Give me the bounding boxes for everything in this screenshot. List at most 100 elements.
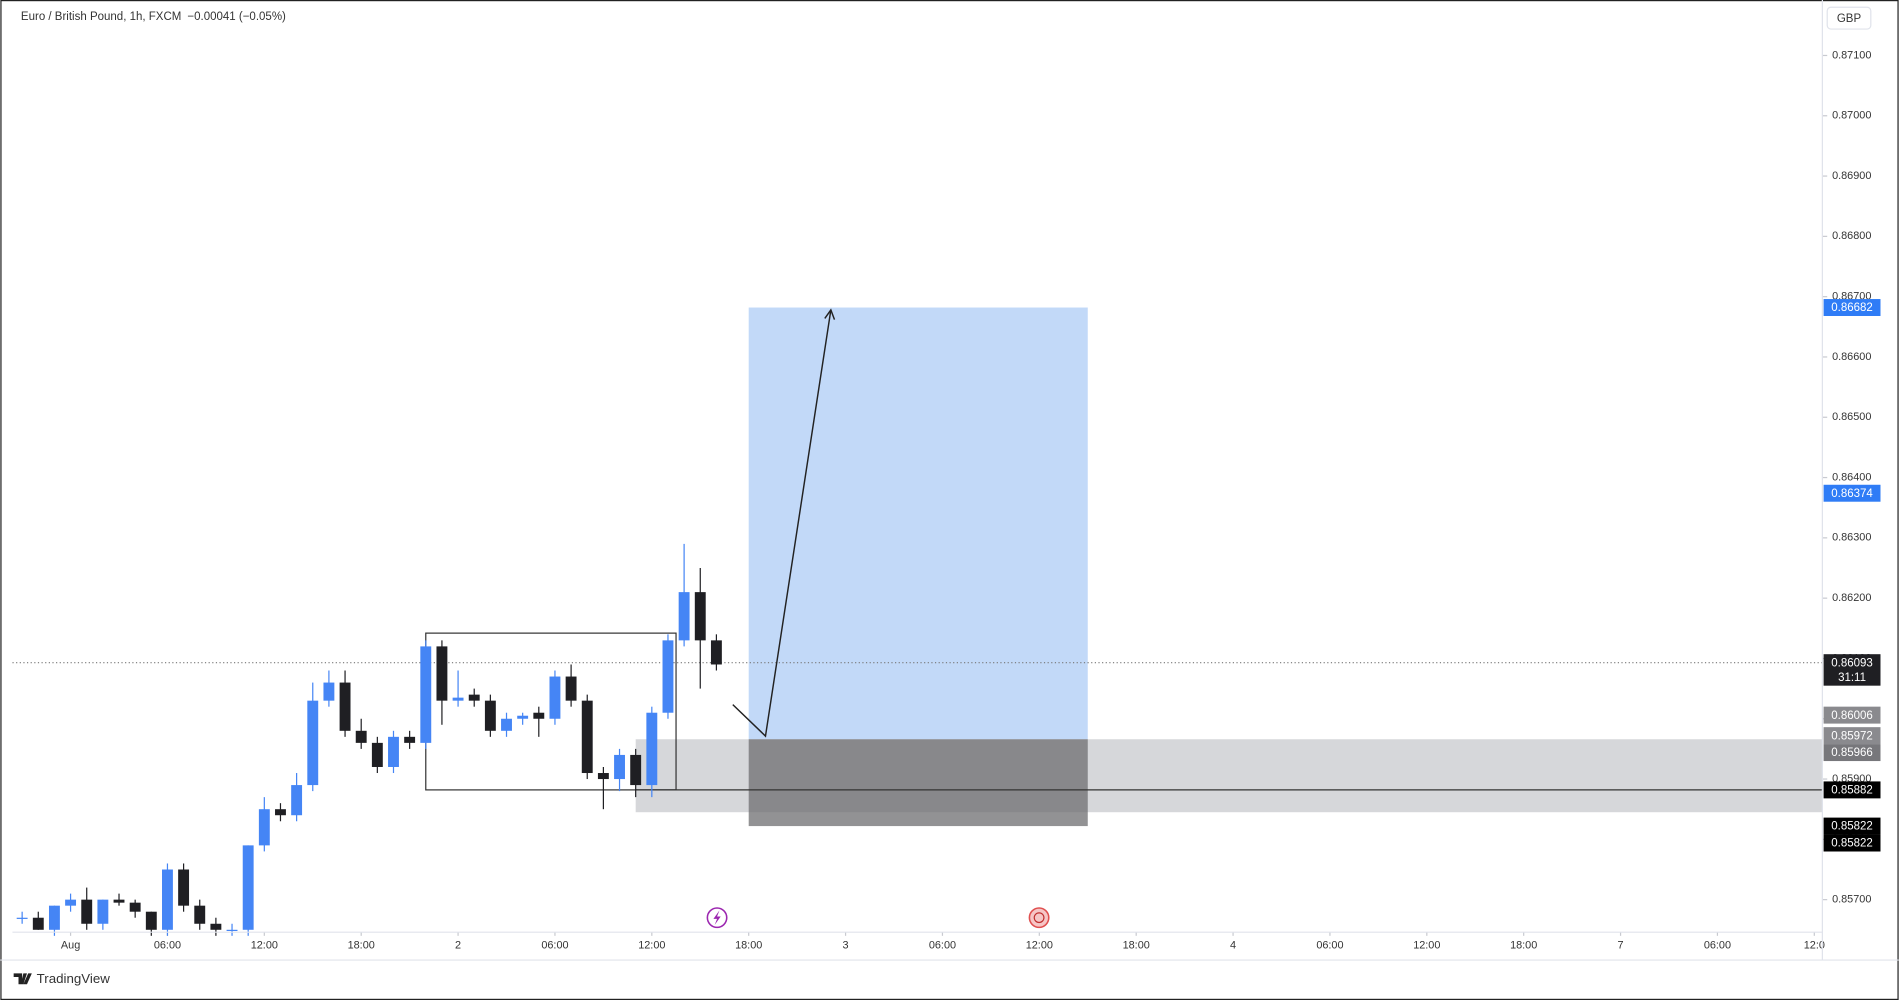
y-tick-label: 0.87100 <box>1832 49 1871 61</box>
x-tick-label: 06:00 <box>1316 939 1343 951</box>
candle-body <box>16 917 28 919</box>
y-tick-label: 0.86400 <box>1832 471 1871 483</box>
candle-body <box>517 715 529 719</box>
candle-body <box>162 869 173 930</box>
y-tick-label: 0.87000 <box>1832 110 1871 122</box>
candle-body <box>210 923 222 930</box>
candle-body <box>452 697 464 701</box>
candle-body <box>533 712 545 719</box>
price-label-text: 0.85822 <box>1831 821 1873 833</box>
candle-body <box>630 754 642 786</box>
y-tick-label: 0.86900 <box>1832 170 1871 182</box>
currency-button[interactable] <box>1826 6 1872 30</box>
price-label <box>1823 817 1881 835</box>
candle-body <box>113 899 125 903</box>
x-tick-label: 2 <box>455 939 461 951</box>
candle-body <box>339 682 351 731</box>
y-tick-label: 0.86200 <box>1832 592 1871 604</box>
price-label-text: 0.86374 <box>1831 488 1873 500</box>
price-label-text: 0.85822 <box>1831 838 1873 850</box>
x-tick-label: 12:0 <box>1804 939 1825 951</box>
x-tick-label: 4 <box>1230 939 1236 951</box>
currency[interactable]: GBP <box>1837 13 1862 25</box>
candle-body <box>549 676 561 719</box>
x-tick-label: 06:00 <box>154 939 181 951</box>
price-label <box>1823 834 1881 852</box>
candle-body <box>258 809 270 846</box>
y-tick-label: 0.86300 <box>1832 532 1871 544</box>
x-tick-label: 18:00 <box>1510 939 1537 951</box>
candle-body <box>710 640 722 665</box>
x-tick-label: 18:00 <box>735 939 762 951</box>
price-label-text: 0.86006 <box>1831 710 1873 722</box>
price-label-text: 0.85966 <box>1831 747 1873 759</box>
candle-body <box>404 736 416 743</box>
candle-body <box>420 646 432 743</box>
price-label <box>1823 299 1881 316</box>
x-tick-label: 06:00 <box>541 939 568 951</box>
price-label <box>1823 781 1881 799</box>
y-tick-label: 0.86800 <box>1832 230 1871 242</box>
candle-body <box>48 905 60 930</box>
candle-body <box>145 911 157 930</box>
candle-body <box>501 718 512 731</box>
candle-body <box>597 773 609 780</box>
x-tick-label: 3 <box>843 939 849 951</box>
price-label <box>1823 484 1881 502</box>
countdown: 31:11 <box>1838 672 1866 684</box>
candle-body <box>307 700 319 786</box>
event-icon[interactable] <box>706 907 728 929</box>
candle-body <box>388 736 399 767</box>
candle-body <box>291 785 303 816</box>
x-tick-label: 06:00 <box>929 939 956 951</box>
candle-body <box>614 754 625 780</box>
brand[interactable]: TradingView <box>37 971 111 986</box>
candle-body <box>355 730 367 743</box>
candle-body <box>194 905 206 924</box>
price-label <box>1823 654 1881 686</box>
candle-body <box>65 899 77 906</box>
candle-body <box>678 592 690 641</box>
price-label <box>1823 706 1881 724</box>
target-area <box>748 307 1088 740</box>
x-tick-label: 12:00 <box>1413 939 1440 951</box>
arrow <box>732 308 836 738</box>
candle-body <box>323 682 335 701</box>
x-tick-label: 12:00 <box>638 939 665 951</box>
x-tick-label: 18:00 <box>348 939 375 951</box>
candle-body <box>81 899 93 924</box>
candle-body <box>646 712 658 786</box>
price-label-text: 0.85882 <box>1831 785 1873 797</box>
x-tick-label: Aug <box>61 939 80 951</box>
candle-body <box>565 676 577 701</box>
symbol-title[interactable]: Euro / British Pound, 1h, FXCM <box>21 11 181 23</box>
x-tick-label: 12:00 <box>251 939 278 951</box>
logo[interactable]: TradingView <box>13 971 111 986</box>
candle-body <box>371 742 383 767</box>
stop-area <box>748 739 1088 827</box>
candle-body <box>129 902 141 912</box>
candle-body <box>694 592 706 641</box>
price-label-text: 0.86093 <box>1831 657 1873 669</box>
candle-body <box>468 694 480 701</box>
y-tick-label: 0.86500 <box>1832 411 1871 423</box>
x-tick-label: 7 <box>1618 939 1624 951</box>
price-label <box>1823 744 1881 762</box>
x-tick-label: 12:00 <box>1026 939 1053 951</box>
candle-body <box>97 899 109 924</box>
x-tick-label: 06:00 <box>1704 939 1731 951</box>
candle-body <box>32 917 44 930</box>
candle-body <box>242 845 254 930</box>
x-tick-label: 18:00 <box>1123 939 1150 951</box>
candle-body <box>275 809 286 816</box>
candle-body <box>581 700 593 774</box>
price-label-text: 0.86682 <box>1831 302 1873 314</box>
price-change: −0.00041 (−0.05%) <box>187 11 286 23</box>
event-icon[interactable] <box>1028 907 1050 929</box>
y-tick-label: 0.85700 <box>1832 894 1871 906</box>
price-label <box>1823 727 1881 745</box>
candle-body <box>178 869 190 906</box>
candle-body <box>436 646 448 701</box>
